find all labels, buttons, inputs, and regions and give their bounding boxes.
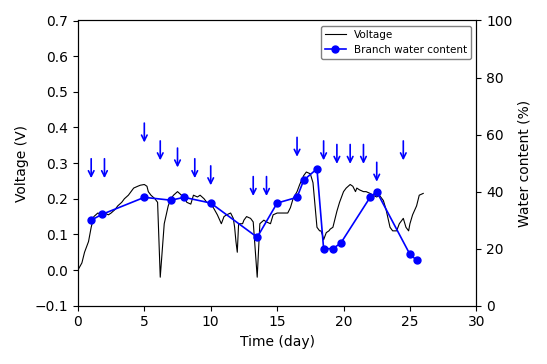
Legend: Voltage, Branch water content: Voltage, Branch water content — [321, 26, 471, 59]
Y-axis label: Voltage (V): Voltage (V) — [15, 124, 29, 202]
Y-axis label: Water content (%): Water content (%) — [518, 99, 532, 227]
X-axis label: Time (day): Time (day) — [240, 335, 315, 349]
